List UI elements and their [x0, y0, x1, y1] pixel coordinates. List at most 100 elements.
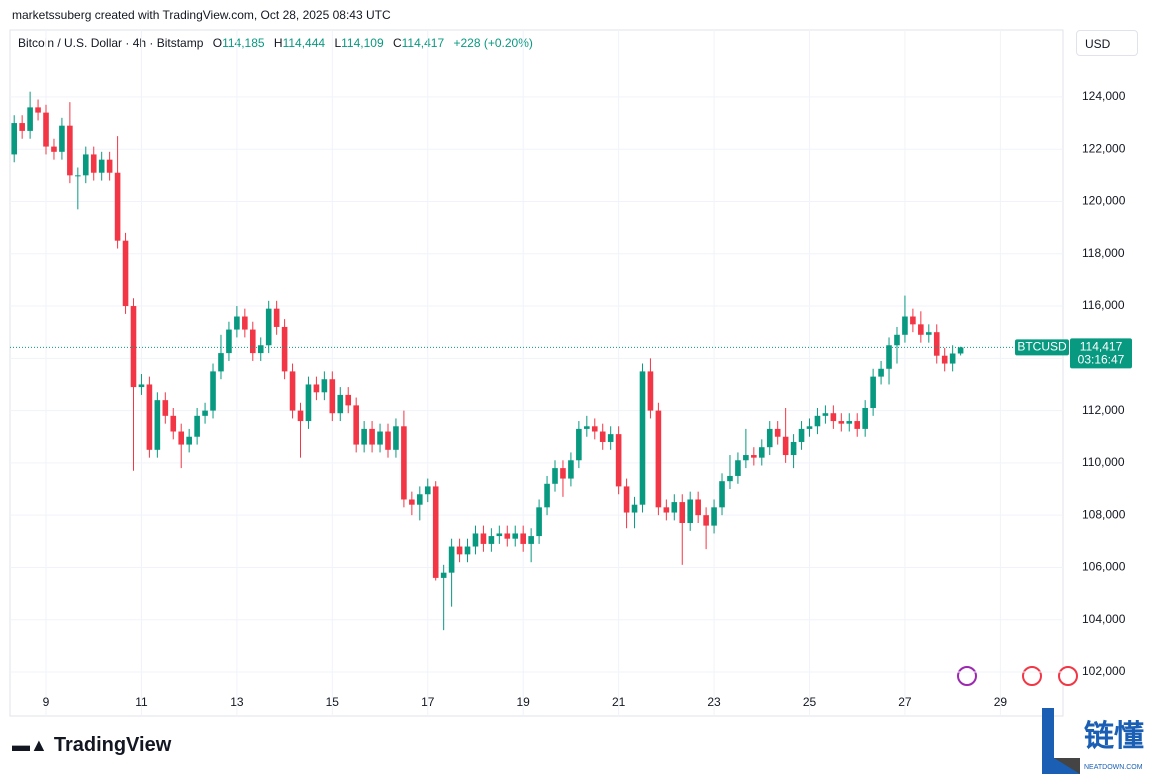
currency-button[interactable]: USD	[1076, 30, 1138, 56]
candle-body	[925, 332, 932, 335]
candle-body	[472, 533, 479, 547]
candle-body	[854, 421, 861, 429]
candle-body	[146, 384, 153, 450]
x-tick-label: 13	[230, 695, 244, 709]
candle-body	[949, 353, 956, 364]
high-label: H	[273, 36, 283, 50]
candle-body	[456, 546, 463, 555]
candle-body	[27, 107, 33, 131]
candle-body	[162, 400, 169, 416]
candle-body	[194, 415, 200, 437]
y-tick-label: 102,000	[1082, 664, 1126, 678]
low-label: L	[334, 36, 342, 50]
candle-body	[353, 405, 359, 445]
x-tick-label: 15	[326, 695, 340, 709]
candle-body	[401, 426, 407, 500]
candle-body	[591, 426, 598, 432]
countdown: 03:16:47	[1078, 353, 1125, 367]
x-tick-label: 9	[43, 695, 50, 709]
candle-body	[830, 413, 837, 422]
y-tick-label: 116,000	[1082, 298, 1125, 312]
candle-body	[846, 421, 853, 424]
event-icons	[957, 666, 1078, 686]
candle-body	[67, 125, 73, 176]
candle-body	[106, 159, 113, 173]
candle-body	[424, 486, 431, 495]
close-value: 114,417	[401, 36, 445, 50]
candle-body	[337, 394, 344, 414]
candle-body	[202, 410, 208, 416]
brand-icon: ▬▲	[12, 735, 48, 755]
price-tag	[1070, 338, 1132, 369]
x-tick-label: 19	[517, 695, 531, 709]
candle-body	[178, 431, 185, 445]
candle-body	[11, 123, 17, 155]
candle-body	[918, 324, 924, 335]
candle-body	[806, 426, 813, 429]
candle-body	[862, 407, 868, 429]
candle-body	[82, 154, 89, 176]
candle-body	[655, 410, 662, 508]
watermark-text: 链懂	[1084, 719, 1144, 753]
candle-body	[544, 483, 550, 508]
candle-body	[409, 499, 415, 505]
candle-body	[790, 441, 797, 456]
candle-body	[933, 332, 940, 356]
candle-body	[512, 533, 519, 539]
candle-body	[448, 546, 455, 573]
candle-body	[504, 533, 511, 539]
candle-body	[281, 326, 288, 372]
candle-body	[735, 460, 741, 476]
candle-body	[878, 368, 884, 377]
candle-body	[520, 533, 526, 544]
candle-body	[599, 431, 606, 442]
high-value: 114,444	[282, 36, 326, 50]
candle-body	[631, 504, 638, 513]
candle-body	[186, 436, 192, 445]
candle-body	[265, 308, 272, 346]
candle-body	[393, 426, 399, 450]
candle-body	[432, 486, 439, 578]
candle-body	[297, 410, 304, 422]
candle-body	[122, 240, 129, 307]
x-tick-label: 27	[898, 695, 912, 709]
candle-body	[576, 428, 582, 461]
candle-body	[496, 533, 503, 537]
candle-body	[90, 154, 97, 173]
candle-body	[941, 355, 948, 364]
candle-body	[51, 146, 57, 152]
x-tick-label: 29	[994, 695, 1008, 709]
open-label: O	[212, 36, 223, 50]
candle-body	[321, 379, 328, 393]
candle-body	[695, 499, 701, 516]
open-value: 114,185	[222, 36, 265, 50]
x-tick-label: 17	[421, 695, 435, 709]
candle-body	[170, 415, 177, 432]
candle-body	[663, 507, 670, 513]
candle-body	[35, 107, 41, 113]
candle-body	[758, 447, 765, 458]
candle-body	[607, 434, 614, 442]
candle-body	[329, 379, 336, 414]
candle-body	[870, 376, 876, 408]
candle-body	[480, 533, 487, 544]
candle-body	[464, 546, 471, 555]
candle-body	[369, 428, 375, 445]
candle-body	[647, 371, 654, 411]
candle-body	[902, 316, 908, 335]
candle-body	[894, 334, 900, 346]
low-value: 114,109	[341, 36, 384, 50]
candle-body	[711, 507, 717, 526]
symbol: Bitcoin / U.S. Dollar · 4h · Bitstamp	[18, 36, 204, 50]
candle-body	[727, 475, 733, 482]
brand: ▬▲ TradingView	[12, 734, 171, 757]
candle-body	[234, 316, 240, 330]
y-tick-label: 108,000	[1082, 507, 1126, 521]
candle-body	[130, 306, 137, 388]
candle-body	[615, 434, 622, 487]
x-tick-label: 21	[612, 695, 626, 709]
candle-body	[671, 502, 678, 513]
watermark-site: NEATDOWN.COM	[1084, 764, 1143, 771]
candle-body	[273, 308, 280, 327]
